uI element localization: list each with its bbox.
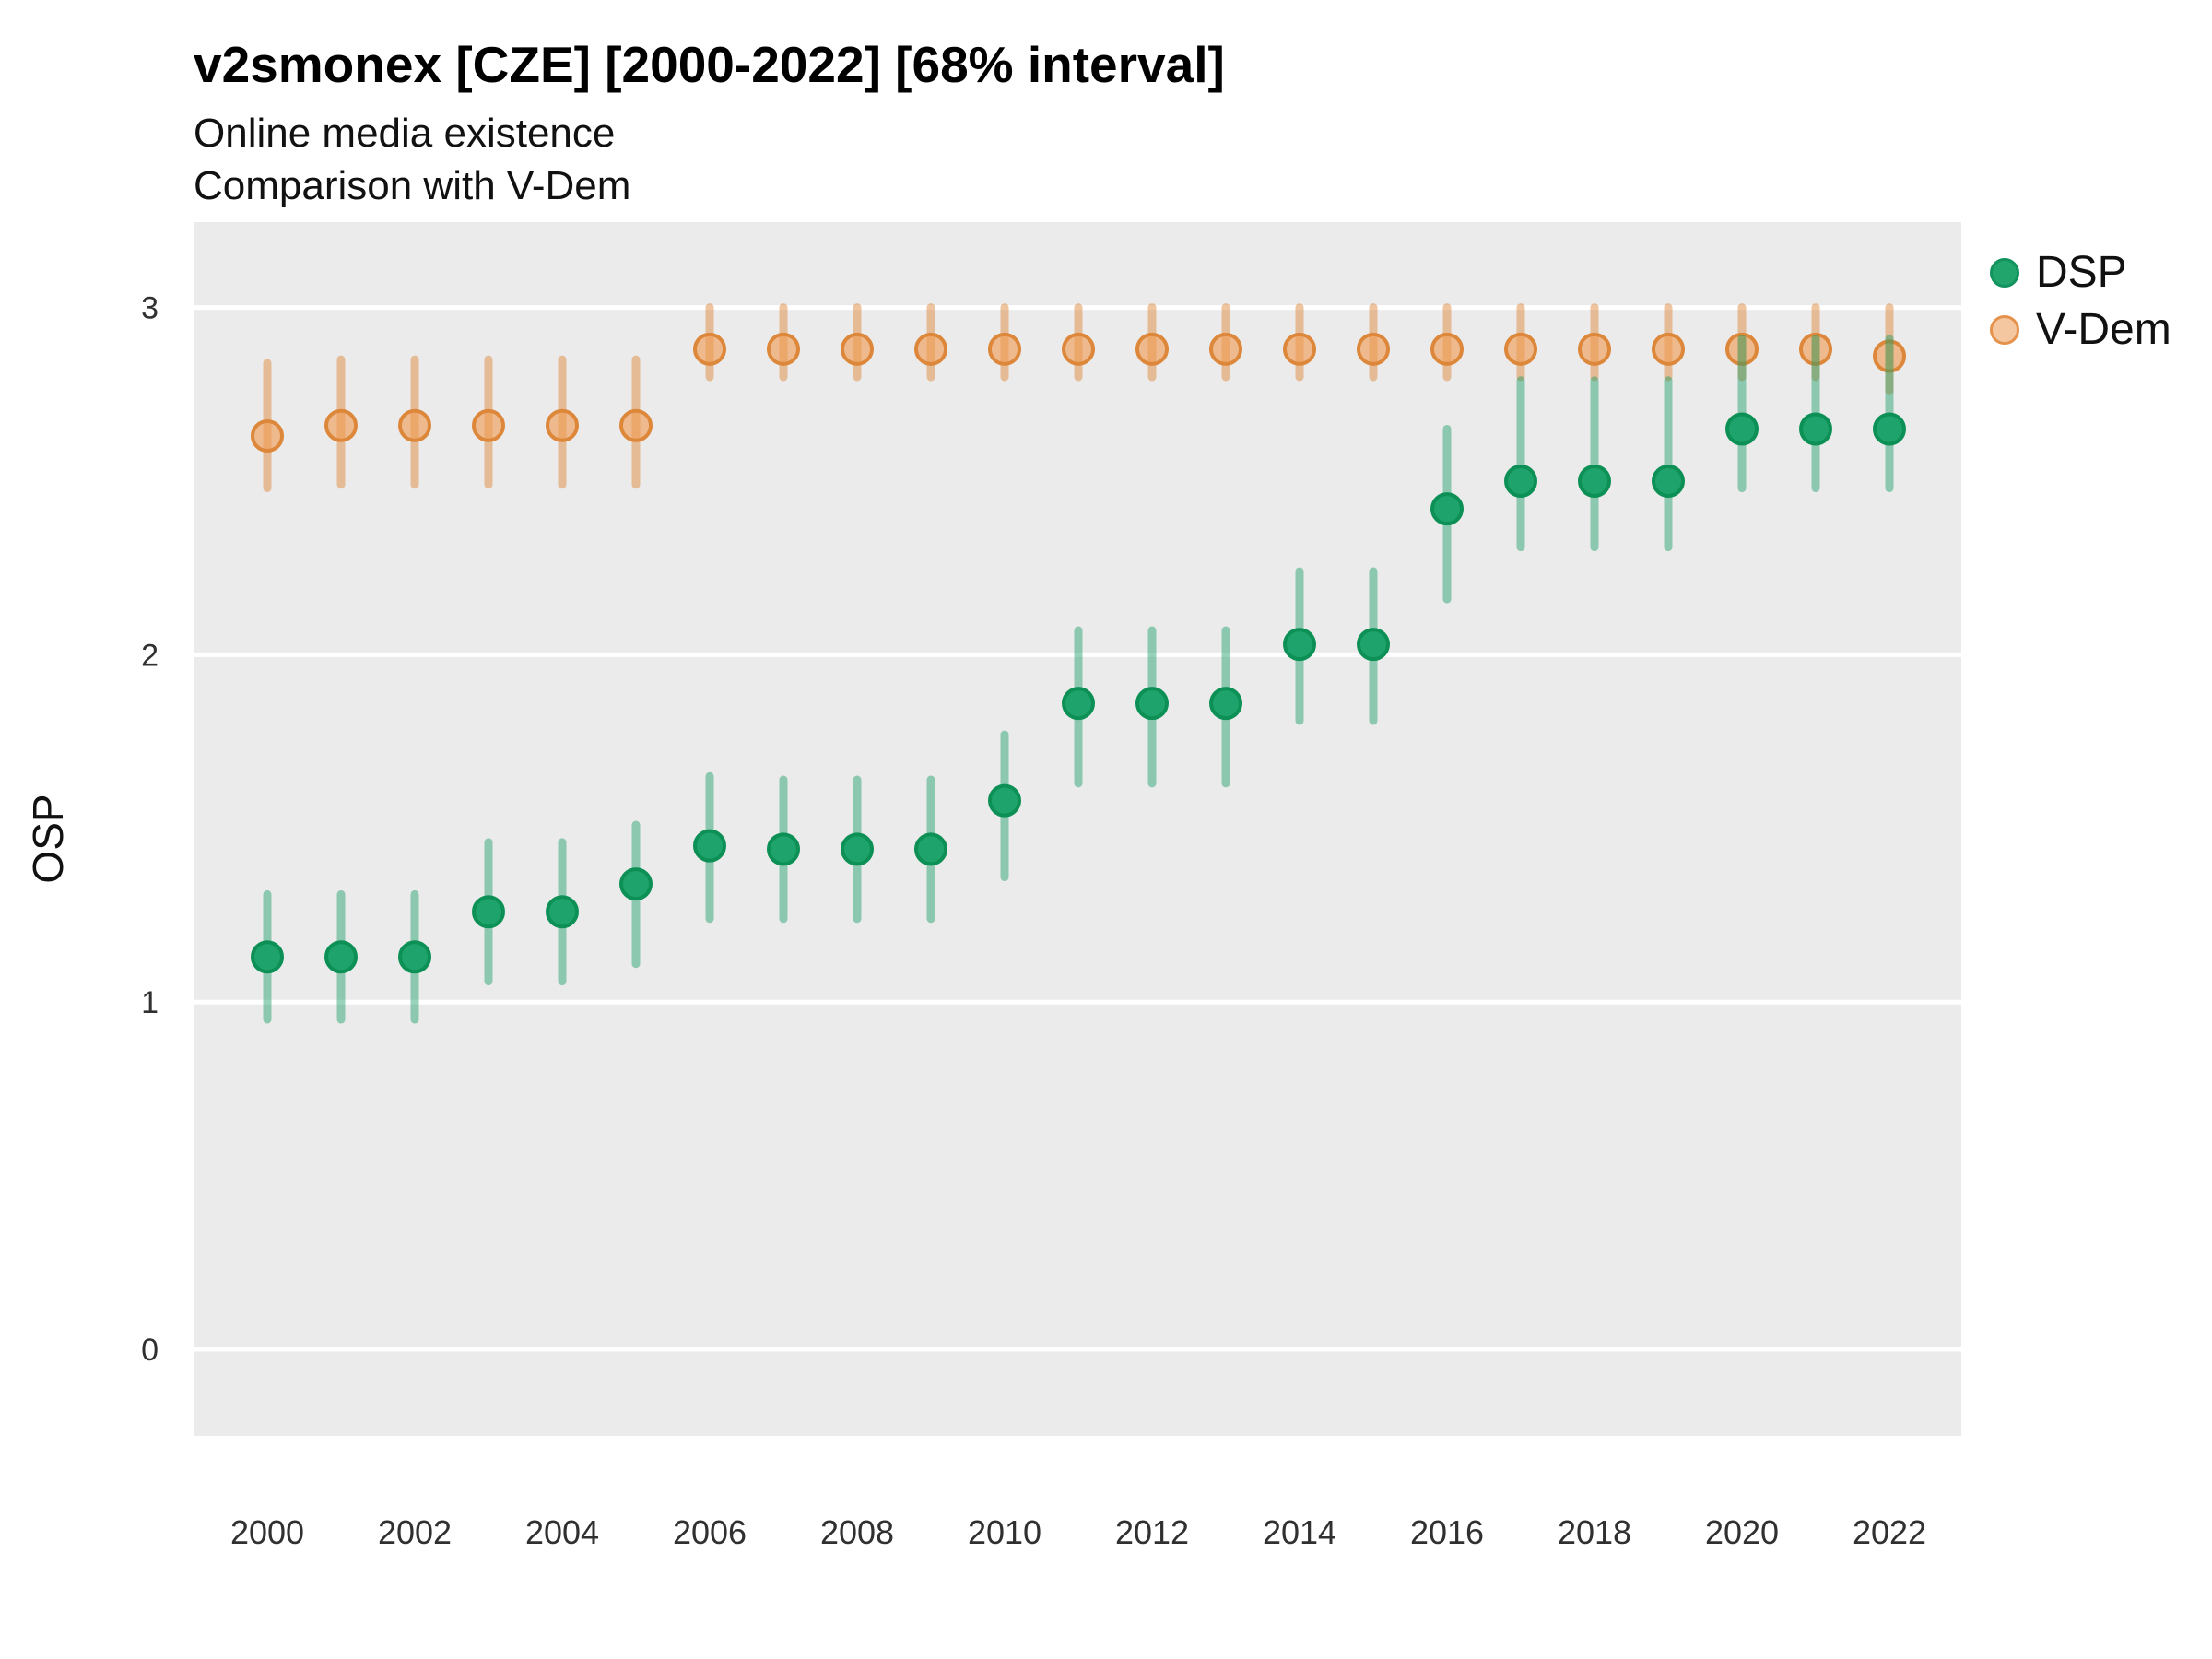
chart-subtitle-2: Comparison with V-Dem [194, 163, 631, 208]
data-point-vdem-2016 [1430, 332, 1464, 366]
data-point-vdem-2018 [1578, 332, 1611, 366]
x-tick-label-2004: 2004 [525, 1513, 599, 1551]
data-point-dsp-2008 [841, 832, 874, 866]
data-point-vdem-2008 [841, 332, 874, 366]
data-point-dsp-2017 [1504, 465, 1537, 498]
x-tick-label-2014: 2014 [1263, 1513, 1336, 1551]
data-point-dsp-2006 [693, 829, 726, 863]
data-point-dsp-2011 [1062, 687, 1095, 721]
data-point-vdem-2013 [1209, 332, 1242, 366]
x-tick-label-2010: 2010 [968, 1513, 1041, 1551]
plot-panel [194, 222, 1961, 1436]
data-point-vdem-2019 [1652, 332, 1685, 366]
data-point-dsp-2022 [1873, 412, 1906, 446]
data-point-dsp-2013 [1209, 687, 1242, 721]
y-tick-label-3: 3 [141, 291, 159, 326]
data-point-vdem-2001 [324, 408, 358, 442]
x-tick-label-2006: 2006 [673, 1513, 747, 1551]
data-point-dsp-2004 [546, 895, 579, 929]
y-tick-label-1: 1 [141, 985, 159, 1020]
x-tick-label-2008: 2008 [820, 1513, 894, 1551]
legend: DSP V-Dem [1990, 251, 2171, 372]
data-point-dsp-2019 [1652, 465, 1685, 498]
data-point-dsp-2016 [1430, 492, 1464, 526]
data-point-dsp-2005 [619, 867, 653, 901]
data-point-vdem-2000 [251, 419, 284, 453]
data-point-vdem-2021 [1799, 332, 1832, 366]
data-point-dsp-2015 [1357, 628, 1390, 662]
x-tick-label-2000: 2000 [230, 1513, 304, 1551]
x-tick-label-2016: 2016 [1410, 1513, 1484, 1551]
vdem-point-icon [1990, 315, 2019, 345]
x-tick-label-2020: 2020 [1705, 1513, 1779, 1551]
legend-item-dsp: DSP [1990, 251, 2171, 295]
y-tick-label-0: 0 [141, 1333, 159, 1368]
y-tick-label-2: 2 [141, 638, 159, 673]
legend-label-vdem: V-Dem [2036, 305, 2171, 354]
x-tick-label-2002: 2002 [378, 1513, 452, 1551]
x-tick-label-2022: 2022 [1853, 1513, 1926, 1551]
x-tick-label-2018: 2018 [1558, 1513, 1631, 1551]
data-point-vdem-2015 [1357, 332, 1390, 366]
data-point-dsp-2012 [1135, 687, 1169, 721]
data-point-vdem-2007 [767, 332, 800, 366]
data-point-dsp-2010 [988, 783, 1021, 818]
data-point-vdem-2002 [398, 408, 431, 442]
legend-item-vdem: V-Dem [1990, 308, 2171, 352]
data-point-vdem-2017 [1504, 332, 1537, 366]
data-point-dsp-2021 [1799, 412, 1832, 446]
data-point-dsp-2001 [324, 940, 358, 974]
y-axis-title: OSP [24, 794, 72, 884]
data-point-dsp-2007 [767, 832, 800, 866]
data-point-vdem-2020 [1725, 332, 1759, 366]
data-point-vdem-2022 [1873, 339, 1906, 373]
data-point-dsp-2020 [1725, 412, 1759, 446]
data-point-dsp-2002 [398, 940, 431, 974]
data-point-vdem-2004 [546, 408, 579, 442]
data-point-dsp-2009 [914, 832, 947, 866]
data-point-vdem-2014 [1283, 332, 1316, 366]
data-point-dsp-2014 [1283, 628, 1316, 662]
data-point-vdem-2010 [988, 332, 1021, 366]
data-point-vdem-2012 [1135, 332, 1169, 366]
data-point-dsp-2003 [472, 895, 505, 929]
data-point-vdem-2009 [914, 332, 947, 366]
chart-title: v2smonex [CZE] [2000-2022] [68% interval… [194, 36, 1225, 93]
x-tick-label-2012: 2012 [1115, 1513, 1189, 1551]
data-point-dsp-2000 [251, 940, 284, 974]
data-point-vdem-2011 [1062, 332, 1095, 366]
data-point-vdem-2005 [619, 408, 653, 442]
legend-label-dsp: DSP [2036, 248, 2127, 297]
data-point-vdem-2006 [693, 332, 726, 366]
dsp-point-icon [1990, 258, 2019, 288]
data-point-vdem-2003 [472, 408, 505, 442]
chart-subtitle-1: Online media existence [194, 111, 616, 156]
data-point-dsp-2018 [1578, 465, 1611, 498]
